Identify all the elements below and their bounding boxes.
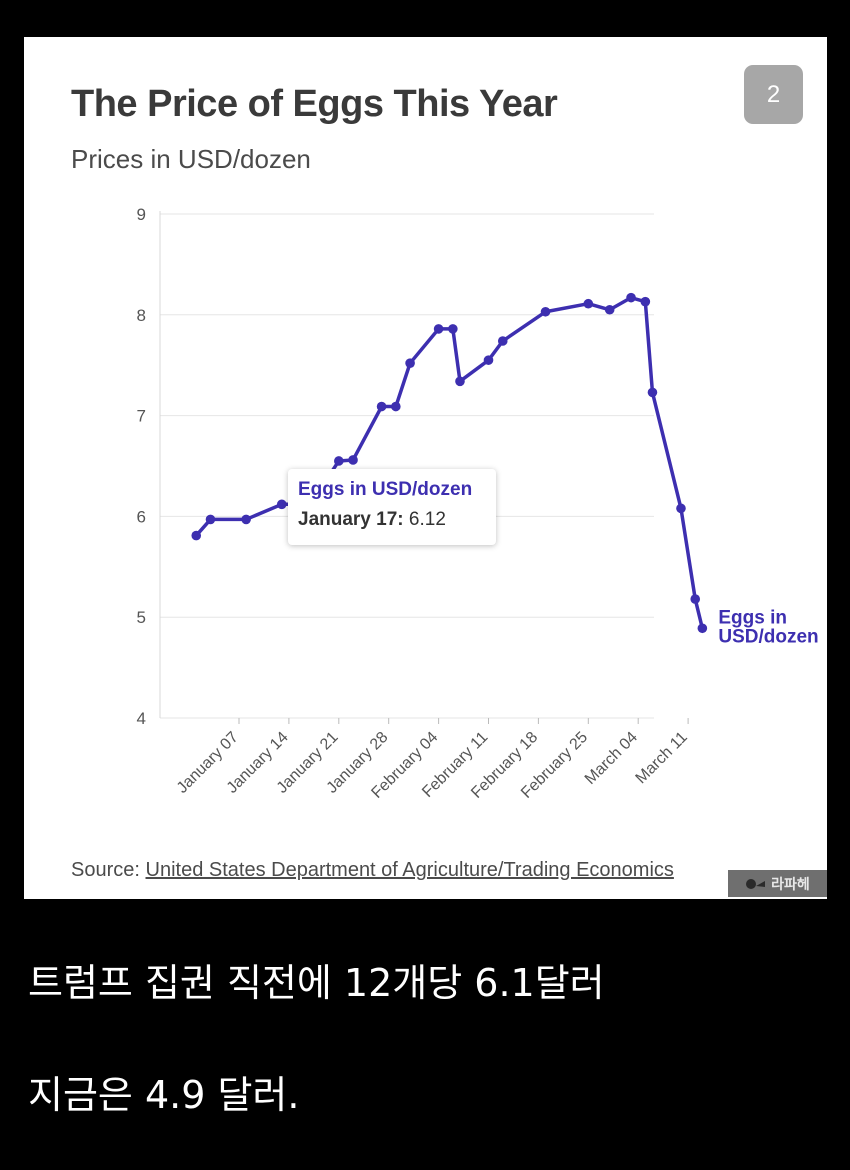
chart-title: The Price of Eggs This Year xyxy=(71,83,558,125)
data-point xyxy=(241,514,251,525)
y-tick-label: 7 xyxy=(137,407,146,426)
data-point xyxy=(690,594,701,604)
tooltip-value-line: January 17: 6.12 xyxy=(298,509,446,531)
data-point xyxy=(433,324,444,334)
y-tick-label: 6 xyxy=(137,507,146,526)
source-line: Source: United States Department of Agri… xyxy=(71,859,674,882)
data-point xyxy=(405,358,415,368)
data-point xyxy=(697,623,708,634)
series-line xyxy=(194,295,705,631)
data-point xyxy=(676,503,686,514)
series-end-label: USD/dozen xyxy=(718,626,818,647)
data-point xyxy=(540,306,551,317)
data-point xyxy=(640,296,651,307)
x-tick-label: March 04 xyxy=(582,729,641,788)
series-end-label: Eggs in xyxy=(718,607,787,628)
tooltip-date: January 17: xyxy=(298,509,404,530)
data-point xyxy=(455,376,465,387)
data-point xyxy=(626,292,636,303)
data-tooltip: Eggs in USD/dozen January 17: 6.12 xyxy=(288,469,496,545)
data-point xyxy=(483,355,494,365)
data-point xyxy=(647,387,658,398)
y-tick-label: 9 xyxy=(137,205,146,224)
data-point xyxy=(391,401,401,412)
chart-subtitle: Prices in USD/dozen xyxy=(71,144,311,174)
watermark-text: 라파헤 xyxy=(771,876,810,893)
data-point xyxy=(348,455,358,465)
source-prefix: Source: xyxy=(71,859,140,881)
y-tick-label: 4 xyxy=(137,709,146,728)
watermark: 라파헤 xyxy=(728,870,827,897)
tooltip-value: 6.12 xyxy=(408,509,446,530)
watermark-logo-icon xyxy=(746,878,766,889)
data-point xyxy=(191,530,202,541)
data-point xyxy=(583,298,594,309)
data-point xyxy=(205,514,216,525)
data-point xyxy=(334,456,344,466)
tooltip-series: Eggs in USD/dozen xyxy=(298,479,473,500)
data-point xyxy=(604,304,615,315)
data-point xyxy=(276,499,287,510)
chart-card: The Price of Eggs This Year Prices in US… xyxy=(24,37,827,899)
caption-line-2: 지금은 4.9 달러. xyxy=(28,1073,300,1117)
y-tick-label: 8 xyxy=(137,306,146,325)
data-point xyxy=(376,401,387,412)
y-tick-label: 5 xyxy=(137,608,146,627)
x-tick-label: March 11 xyxy=(633,729,691,787)
data-point xyxy=(448,324,458,334)
data-point xyxy=(497,336,508,346)
page-number-badge: 2 xyxy=(744,65,803,124)
source-link[interactable]: United States Department of Agriculture/… xyxy=(145,859,674,881)
caption-line-1: 트럼프 집권 직전에 12개당 6.1달러 xyxy=(28,961,605,1005)
